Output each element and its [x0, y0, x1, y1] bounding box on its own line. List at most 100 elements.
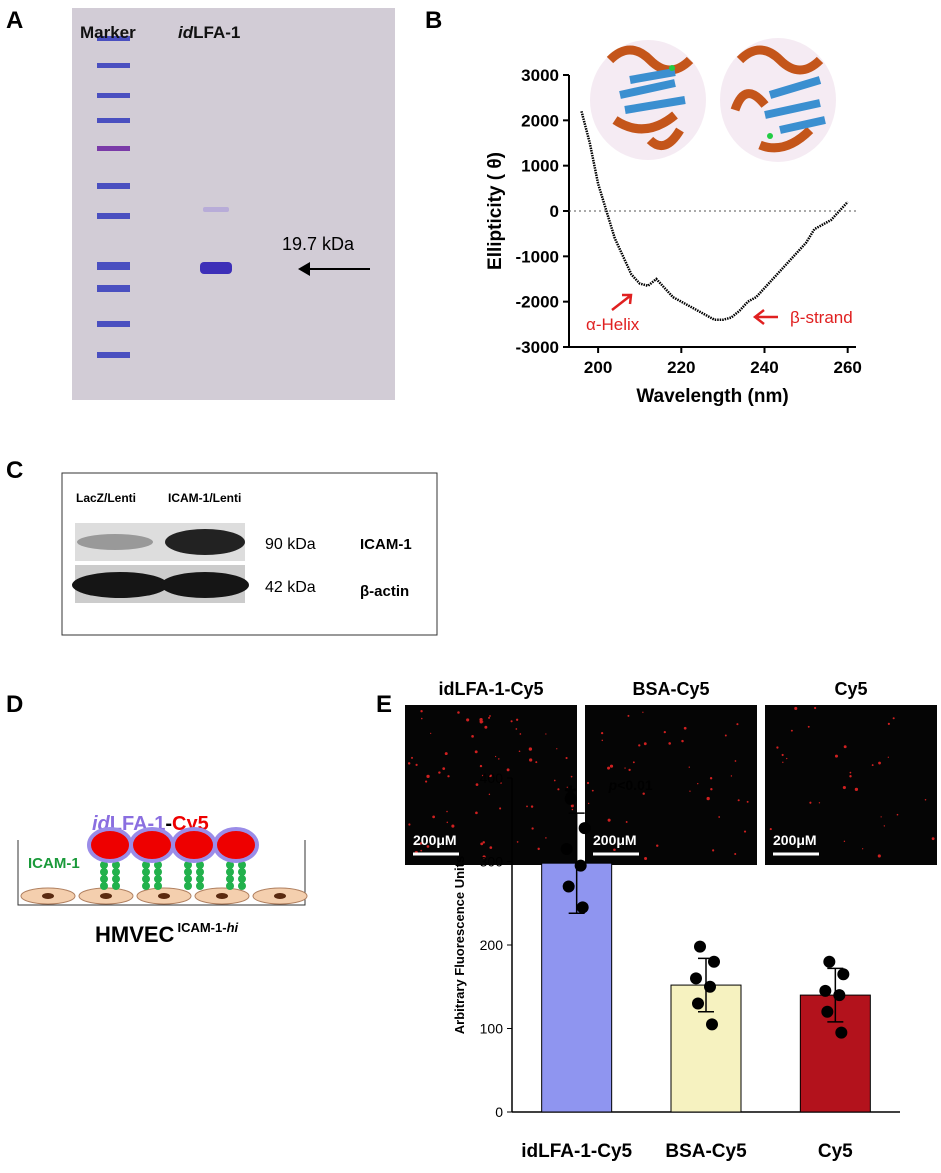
- receptor: [238, 861, 246, 869]
- nucleus: [100, 893, 112, 899]
- cd-curve: [580, 110, 849, 322]
- speck: [420, 849, 423, 852]
- speck: [442, 767, 446, 770]
- significance-star: *: [565, 780, 577, 813]
- cell-label: HMVEC ICAM-1-hi: [95, 920, 239, 947]
- receptor: [100, 882, 108, 890]
- speck: [415, 763, 418, 766]
- speck: [683, 726, 687, 730]
- speck: [537, 847, 540, 851]
- y-tick-label: -3000: [516, 338, 559, 357]
- text-part: ICAM-1-: [177, 920, 226, 935]
- speck: [531, 827, 534, 830]
- p-value: p<0.01: [608, 777, 653, 793]
- speck: [557, 788, 560, 791]
- speck: [587, 802, 590, 805]
- speck: [712, 849, 715, 852]
- x-tick-label: 220: [667, 358, 695, 377]
- speck: [446, 810, 448, 813]
- data-point: [837, 968, 850, 981]
- receptor: [196, 868, 204, 876]
- receptor: [154, 882, 162, 890]
- receptor: [226, 875, 234, 883]
- nanoparticle: [87, 827, 133, 863]
- x-tick-label: idLFA-1-Cy5: [521, 1141, 632, 1162]
- speck: [809, 801, 812, 804]
- speck: [736, 723, 739, 726]
- speck: [843, 840, 846, 843]
- protein-label: β-actin: [360, 583, 409, 600]
- speck: [446, 821, 449, 824]
- receptor: [184, 868, 192, 876]
- speck: [628, 768, 631, 772]
- speck: [814, 706, 817, 710]
- y-tick-label: 1000: [521, 157, 559, 176]
- text-part: p: [608, 777, 618, 793]
- speck: [500, 782, 502, 784]
- speck: [494, 755, 497, 758]
- speck: [607, 766, 611, 770]
- receptor: [184, 882, 192, 890]
- speck: [601, 739, 604, 742]
- speck: [807, 725, 810, 728]
- speck: [518, 750, 521, 753]
- speck: [638, 744, 641, 747]
- gel-lane-label: Marker: [80, 23, 136, 42]
- ladder: [97, 36, 130, 358]
- text-part: <0.01: [617, 777, 653, 793]
- speck: [528, 747, 533, 751]
- speck: [519, 733, 522, 735]
- speck: [877, 854, 881, 858]
- receptor: [142, 861, 150, 869]
- data-point: [574, 859, 587, 872]
- nanoparticle: [129, 827, 175, 863]
- speck: [878, 761, 881, 765]
- data-point: [823, 955, 836, 968]
- speck: [591, 789, 594, 792]
- speck: [924, 798, 927, 801]
- receptor: [196, 861, 204, 869]
- speck: [447, 775, 450, 778]
- speck: [668, 742, 671, 745]
- size-label: 42 kDa: [265, 579, 316, 596]
- well: [17, 840, 306, 906]
- speck: [887, 756, 889, 758]
- receptor: [112, 861, 120, 869]
- speck: [479, 717, 483, 722]
- blot-band: [77, 534, 153, 550]
- speck: [408, 823, 411, 826]
- y-tick-label: 400: [480, 770, 504, 786]
- speck: [529, 758, 533, 762]
- speck: [843, 745, 847, 749]
- speck: [570, 804, 574, 808]
- speck: [526, 805, 528, 808]
- speck: [451, 824, 455, 828]
- speck: [776, 746, 779, 749]
- speck: [642, 792, 645, 795]
- speck: [438, 771, 441, 774]
- micrographs: idLFA-1-Cy5 200μM BSA-Cy5 200μM Cy5 200μM: [405, 679, 937, 865]
- blot-band: [72, 572, 168, 598]
- y-tick-label: 300: [480, 854, 504, 870]
- speck: [769, 827, 772, 831]
- panel-label: A: [6, 7, 23, 34]
- speck: [730, 775, 733, 777]
- receptor: [154, 868, 162, 876]
- speck: [656, 844, 659, 847]
- y-tick-label: -2000: [516, 293, 559, 312]
- y-tick-label: 200: [480, 937, 504, 953]
- receptor: [100, 868, 108, 876]
- protein-structure: [590, 38, 836, 162]
- speck: [734, 852, 737, 856]
- speck: [488, 793, 491, 796]
- sample-band: [200, 262, 232, 274]
- speck: [515, 718, 519, 721]
- nanoparticle: [171, 827, 217, 863]
- annotation: α-Helix: [586, 315, 640, 334]
- data-point: [564, 792, 577, 805]
- image-title: Cy5: [834, 679, 867, 699]
- speck: [746, 800, 749, 803]
- speck: [644, 857, 648, 861]
- speck: [426, 845, 430, 848]
- speck: [480, 842, 484, 846]
